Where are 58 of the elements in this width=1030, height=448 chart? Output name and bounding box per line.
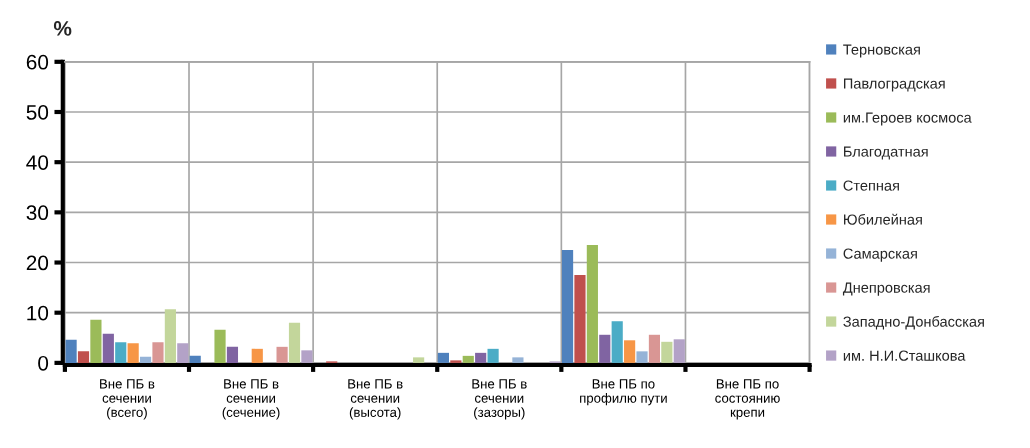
bar xyxy=(586,244,598,363)
bar xyxy=(226,346,239,363)
y-tick-label: 20 xyxy=(26,255,49,271)
bar xyxy=(512,357,524,363)
legend-label: Самарская xyxy=(843,248,917,262)
bar xyxy=(648,334,661,363)
bar xyxy=(127,343,139,363)
bar xyxy=(139,356,152,363)
bar xyxy=(115,342,127,363)
y-tick-label: 30 xyxy=(26,205,49,221)
bar xyxy=(152,342,164,363)
legend-label: Днепровская xyxy=(842,282,930,296)
bar xyxy=(77,351,90,363)
bar xyxy=(661,341,673,363)
bar xyxy=(301,350,313,363)
bar xyxy=(437,352,450,363)
x-tick-label: Вне ПБ по состоянию крепи xyxy=(715,379,780,420)
legend-label: им. Н.И.Сташкова xyxy=(843,350,966,361)
legend-label: Степная xyxy=(843,180,899,191)
x-tick-label: Вне ПБ в сечении (высота) xyxy=(348,379,403,420)
bar xyxy=(276,346,288,363)
legend-label: Павлоградская xyxy=(844,78,945,92)
bar xyxy=(102,333,114,363)
bar xyxy=(251,348,263,363)
bar xyxy=(65,339,77,363)
bar xyxy=(450,360,462,363)
y-tick-label: 10 xyxy=(27,305,49,321)
x-tick-label: Вне ПБ в сечении (зазоры) xyxy=(472,379,527,420)
bar xyxy=(462,355,474,363)
legend-label: Юбилейная xyxy=(844,213,922,225)
x-tick-label: Вне ПБ по профилю пути xyxy=(580,379,667,406)
legend-label: Терновская xyxy=(843,44,920,58)
bar xyxy=(574,275,586,363)
legend-label: Западно-Донбасская xyxy=(843,315,984,330)
bar xyxy=(599,334,611,363)
bar xyxy=(214,329,226,363)
bar xyxy=(90,319,102,363)
bar xyxy=(487,348,499,363)
bar xyxy=(288,322,301,363)
legend-label: Благодатная xyxy=(844,146,928,160)
y-tick-label: 50 xyxy=(26,105,49,120)
y-tick-label: 40 xyxy=(26,155,49,170)
bar xyxy=(673,339,685,363)
bar xyxy=(189,355,201,363)
legend-label: им.Героев космоса xyxy=(843,112,972,126)
bar xyxy=(475,352,487,363)
bar xyxy=(164,309,176,363)
y-axis-title: % xyxy=(53,21,72,36)
bar xyxy=(177,343,189,363)
bar xyxy=(624,340,636,363)
bar xyxy=(561,249,574,363)
x-tick-label: Вне ПБ в сечении (сечение) xyxy=(222,379,280,420)
x-tick-label: Вне ПБ в сечении (всего) xyxy=(100,379,155,420)
bar xyxy=(413,357,425,363)
bar xyxy=(611,321,623,363)
y-tick-label: 60 xyxy=(26,54,49,70)
y-tick-label: 0 xyxy=(38,355,49,371)
bar xyxy=(636,351,648,363)
